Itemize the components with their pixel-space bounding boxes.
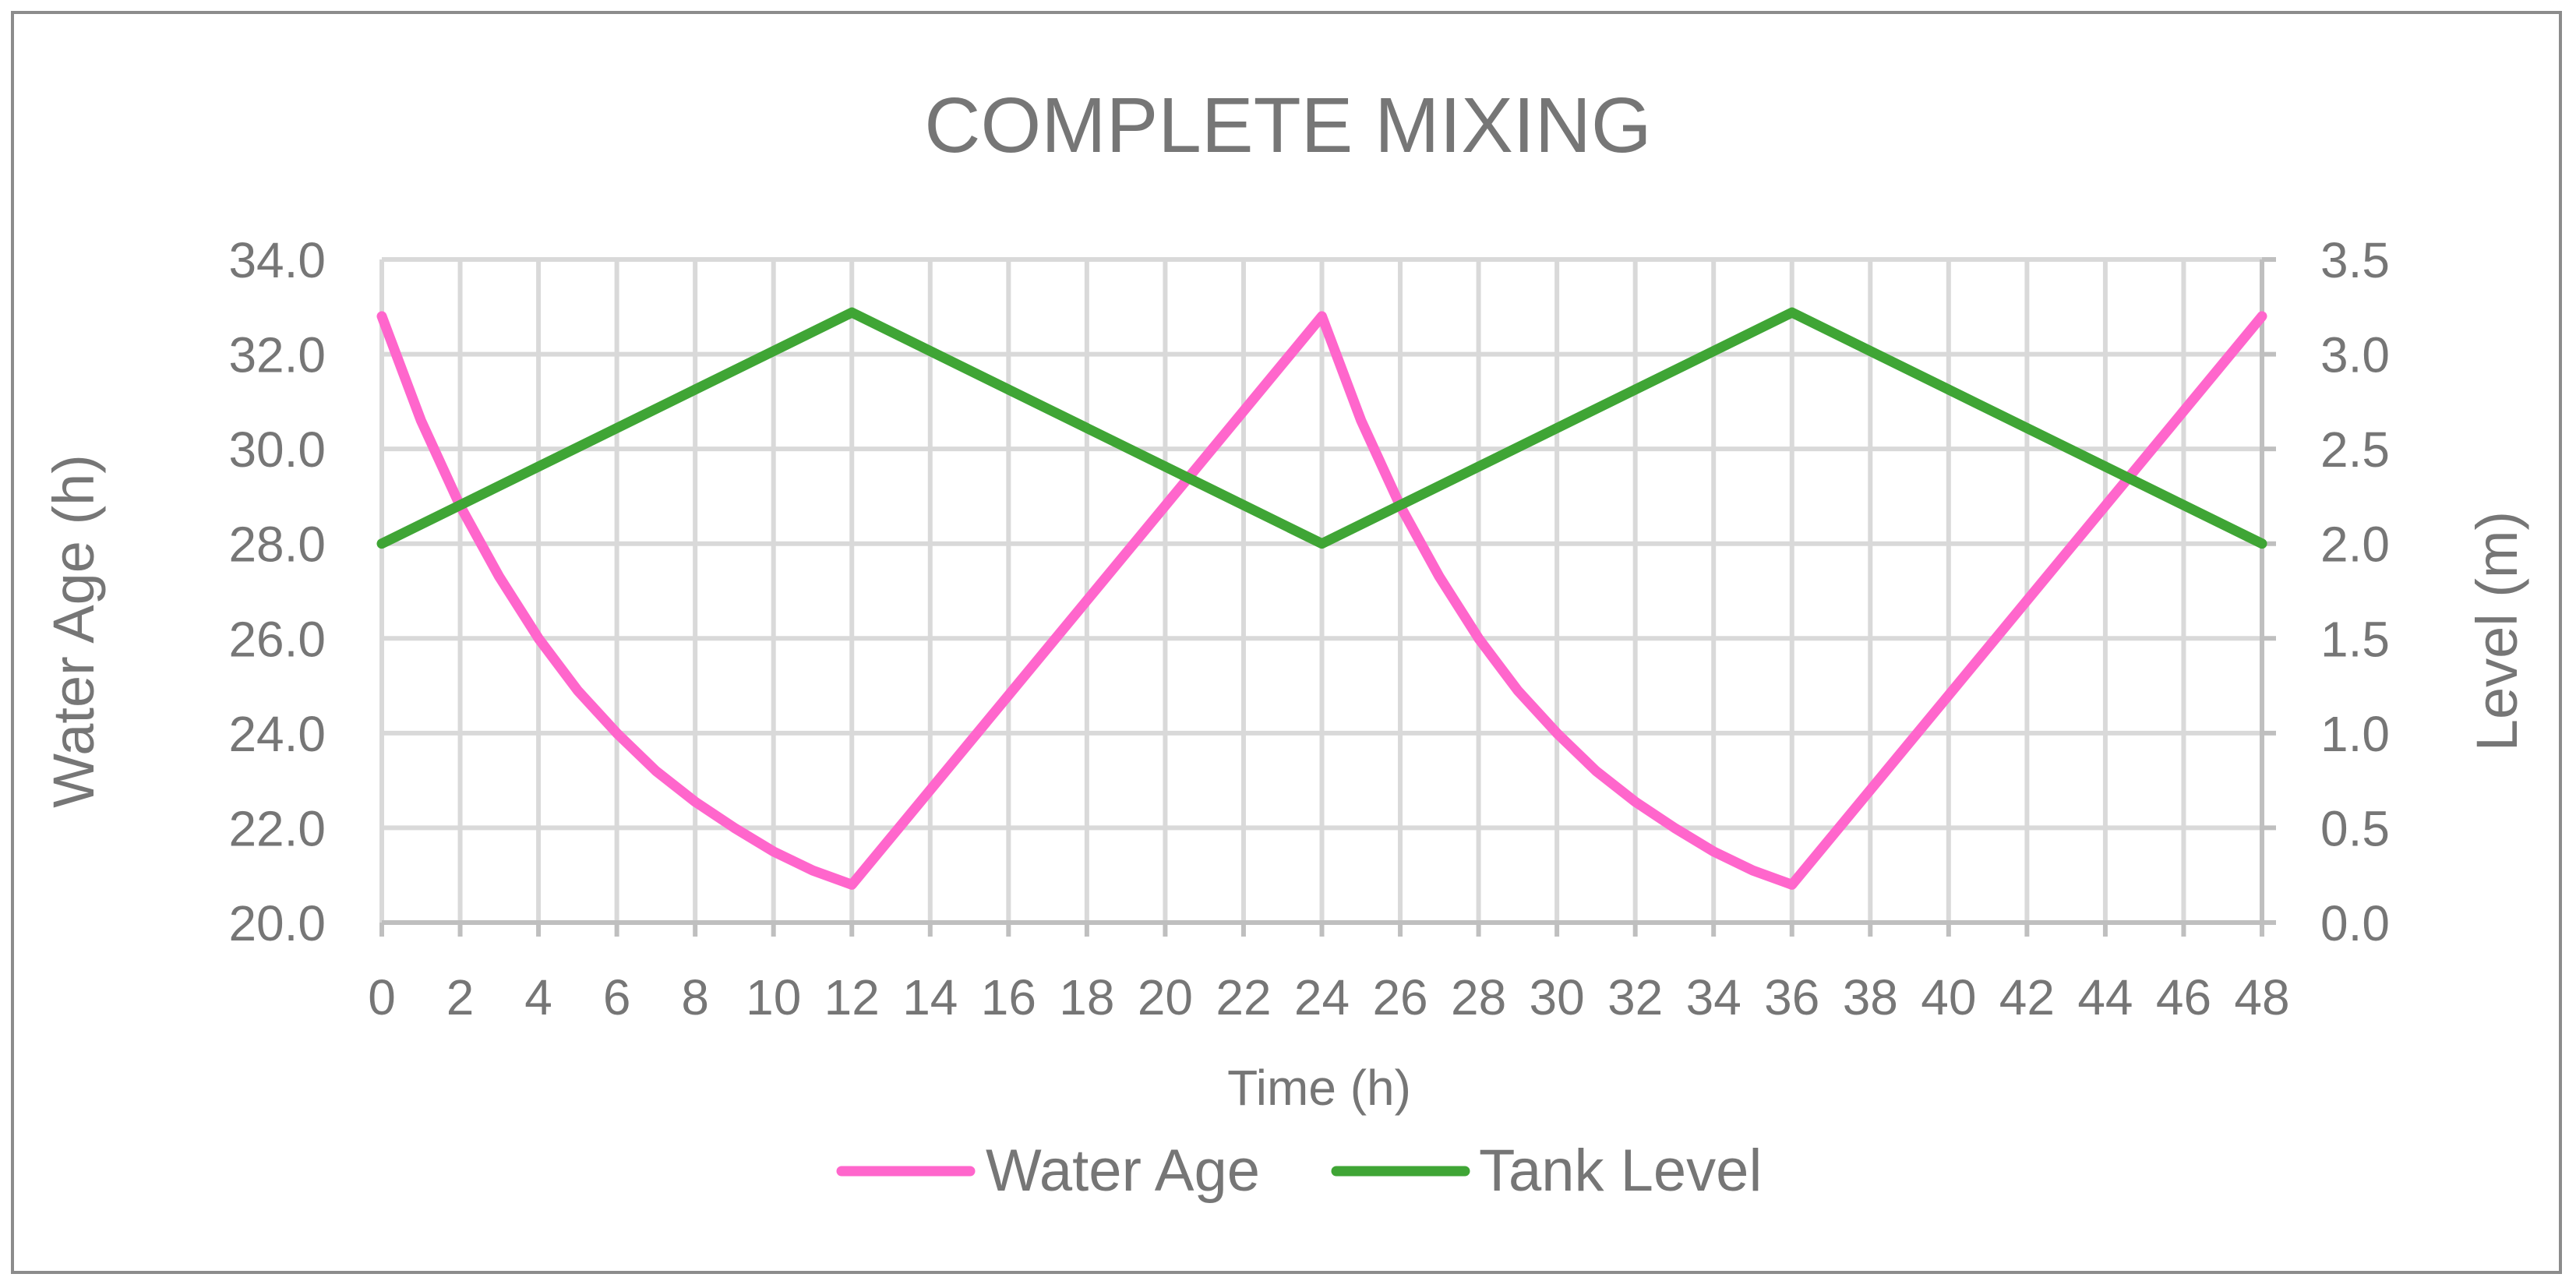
y-left-tick-label: 32.0 bbox=[228, 327, 326, 383]
x-tick-label: 34 bbox=[1686, 969, 1741, 1025]
x-tick-label: 44 bbox=[2077, 969, 2133, 1025]
x-tick-label: 10 bbox=[746, 969, 801, 1025]
x-tick-label: 12 bbox=[824, 969, 880, 1025]
legend-label-water-age: Water Age bbox=[986, 1138, 1260, 1204]
y-left-tick-label: 30.0 bbox=[228, 422, 326, 478]
y-left-tick-label: 34.0 bbox=[228, 232, 326, 288]
x-axis-title: Time (h) bbox=[1227, 1060, 1411, 1116]
x-tick-label: 6 bbox=[603, 969, 631, 1025]
x-tick-label: 20 bbox=[1138, 969, 1193, 1025]
x-tick-label: 2 bbox=[446, 969, 475, 1025]
x-tick-label: 38 bbox=[1843, 969, 1898, 1025]
y-right-tick-label: 2.5 bbox=[2320, 422, 2390, 478]
x-tick-label: 0 bbox=[368, 969, 396, 1025]
y-right-tick-label: 3.5 bbox=[2320, 232, 2390, 288]
x-tick-label: 32 bbox=[1607, 969, 1663, 1025]
y-right-tick-label: 0.5 bbox=[2320, 800, 2390, 856]
y-axis-left-title: Water Age (h) bbox=[41, 454, 106, 808]
series-layer bbox=[376, 307, 2267, 890]
x-tick-label: 24 bbox=[1294, 969, 1350, 1025]
y-axis-right-title: Level (m) bbox=[2465, 511, 2529, 751]
legend: Water Age Tank Level bbox=[836, 1138, 1762, 1204]
y-left-tick-label: 20.0 bbox=[228, 895, 326, 951]
x-tick-label: 22 bbox=[1216, 969, 1271, 1025]
y-left-tick-label: 26.0 bbox=[228, 611, 326, 667]
gridlines bbox=[379, 257, 2264, 925]
y-right-tick-label: 1.0 bbox=[2320, 706, 2390, 762]
y-left-tick-label: 28.0 bbox=[228, 517, 326, 573]
x-tick-label: 14 bbox=[902, 969, 958, 1025]
tank-level-line bbox=[376, 307, 2267, 549]
water-age-line bbox=[376, 311, 2267, 890]
y-left-tick-label: 24.0 bbox=[228, 706, 326, 762]
y-left-tick-label: 22.0 bbox=[228, 800, 326, 856]
y-right-tick-label: 3.0 bbox=[2320, 327, 2390, 383]
y-right-tick-label: 1.5 bbox=[2320, 611, 2390, 667]
x-tick-label: 48 bbox=[2234, 969, 2289, 1025]
axes: 0 2 4 6 8 10 12 14 16 18 20 22 24 26 28 30 32 34 36 38 40 42 4… bbox=[228, 232, 2390, 1025]
legend-label-tank-level: Tank Level bbox=[1479, 1138, 1762, 1204]
y-right-tick-label: 0.0 bbox=[2320, 895, 2390, 951]
x-tick-label: 18 bbox=[1059, 969, 1114, 1025]
x-tick-label: 26 bbox=[1372, 969, 1427, 1025]
chart-frame bbox=[11, 11, 2562, 1274]
x-tick-label: 4 bbox=[524, 969, 552, 1025]
x-tick-label: 8 bbox=[681, 969, 709, 1025]
y-right-tick-label: 2.0 bbox=[2320, 517, 2390, 573]
x-tick-label: 42 bbox=[1999, 969, 2055, 1025]
x-tick-label: 16 bbox=[981, 969, 1036, 1025]
x-tick-label: 36 bbox=[1764, 969, 1819, 1025]
x-tick-label: 46 bbox=[2156, 969, 2211, 1025]
x-tick-label: 30 bbox=[1530, 969, 1585, 1025]
chart-title: COMPLETE MIXING bbox=[924, 82, 1651, 169]
x-tick-label: 28 bbox=[1451, 969, 1506, 1025]
x-tick-label: 40 bbox=[1921, 969, 1976, 1025]
